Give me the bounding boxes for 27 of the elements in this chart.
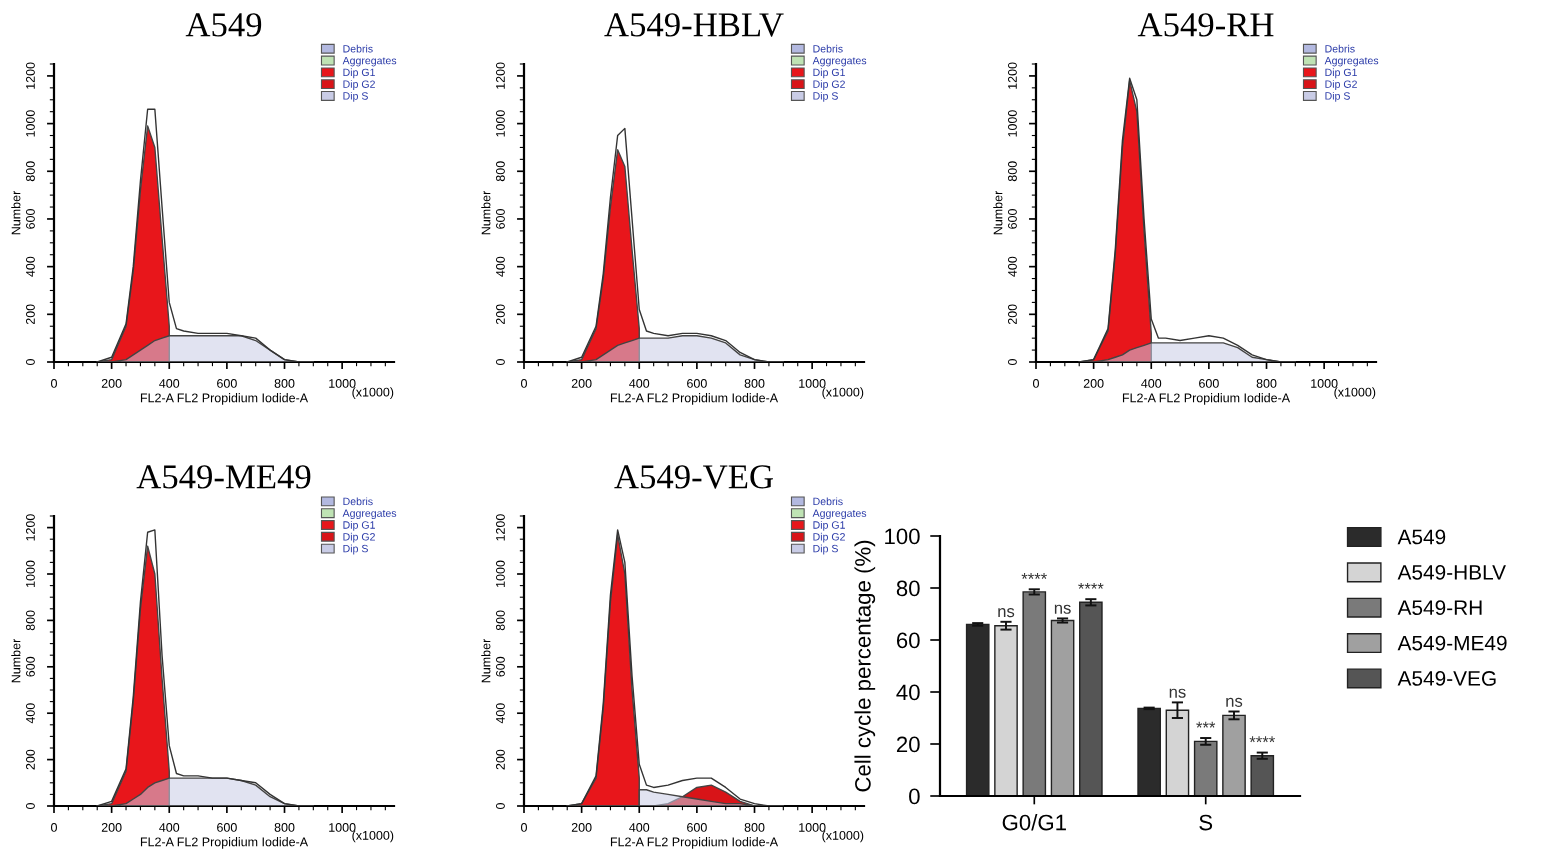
chart-title: A549-RH bbox=[1137, 13, 1274, 37]
chart-title: A549-HBLV bbox=[604, 13, 784, 37]
data-label: ns bbox=[1169, 688, 1186, 698]
legend-label: A549-VEG bbox=[1397, 671, 1496, 686]
legend-label: A549-ME49 bbox=[1397, 635, 1507, 651]
data-label: ns bbox=[1226, 697, 1243, 707]
chart-title: A549-VEG bbox=[614, 465, 773, 489]
y-tick-label: 100 bbox=[885, 528, 920, 545]
x-tick-label: G0/G1 bbox=[1002, 814, 1066, 831]
y-tick-label: 60 bbox=[896, 632, 920, 649]
x-tick-label: S bbox=[1199, 814, 1213, 831]
legend-label: A549 bbox=[1397, 529, 1446, 545]
data-label: **** bbox=[1249, 736, 1275, 743]
legend-label: A549-RH bbox=[1397, 600, 1482, 616]
y-tick-label: 20 bbox=[896, 736, 920, 753]
data-label: **** bbox=[1078, 582, 1104, 589]
chart-title: A549 bbox=[185, 13, 262, 37]
y-axis-title: Cell cycle percentage (%) bbox=[854, 540, 876, 792]
data-label: ns bbox=[998, 608, 1015, 618]
data-label: **** bbox=[1021, 573, 1047, 579]
y-tick-label: 0 bbox=[909, 788, 920, 805]
legend-label: A549-HBLV bbox=[1397, 564, 1506, 580]
y-tick-label: 80 bbox=[896, 580, 920, 597]
chart-title: A549-ME49 bbox=[136, 465, 311, 489]
data-label: ns bbox=[1054, 604, 1071, 614]
y-tick-label: 40 bbox=[896, 684, 920, 701]
data-label: *** bbox=[1196, 721, 1216, 728]
